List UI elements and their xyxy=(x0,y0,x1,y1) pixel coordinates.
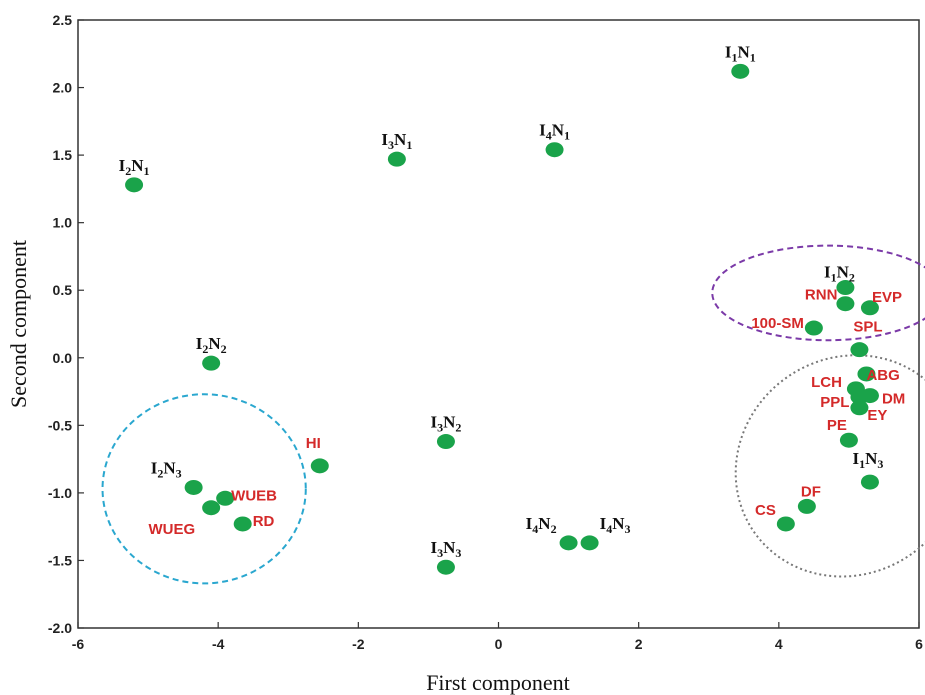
variable-point xyxy=(216,490,235,506)
y-tick-label: 2.0 xyxy=(53,80,73,96)
y-tick-label: 2.5 xyxy=(53,12,73,28)
treatment-label: I4N1 xyxy=(539,121,570,143)
grouping-ellipses xyxy=(101,244,925,585)
variable-label: EVP xyxy=(872,289,902,306)
x-tick-label: 6 xyxy=(915,636,923,652)
treatment-label: I1N3 xyxy=(852,449,883,471)
treatment-point xyxy=(580,535,599,551)
variable-point xyxy=(804,320,823,336)
variable-point xyxy=(202,500,221,516)
variable-point xyxy=(233,516,252,532)
treatment-label: I2N2 xyxy=(196,334,227,356)
x-tick-label: -4 xyxy=(212,636,225,652)
variable-label: HI xyxy=(306,435,321,452)
variable-point xyxy=(850,400,869,416)
variable-point xyxy=(857,366,876,382)
treatment-point xyxy=(436,434,455,450)
treatment-point xyxy=(731,63,750,79)
treatment-point xyxy=(436,559,455,575)
variable-label: WUEG xyxy=(148,521,195,538)
y-tick-label: 0.5 xyxy=(53,282,73,298)
y-tick-label: -2.0 xyxy=(48,620,72,636)
variable-label: CS xyxy=(755,502,776,519)
x-axis-title: First component xyxy=(426,670,570,695)
variable-point xyxy=(836,296,855,312)
treatment-label: I1N2 xyxy=(824,263,855,285)
treatment-label: I4N3 xyxy=(600,514,631,536)
x-tick-label: -2 xyxy=(352,636,365,652)
axis-ticks: -6 -4 -2 0 2 4 6 2.5 2.0 1.5 1.0 0.5 0.0 -0.5 -1.0 -1.5… xyxy=(48,12,923,652)
treatment-point xyxy=(387,151,406,167)
y-axis-title: Second component xyxy=(6,240,31,408)
treatment-point xyxy=(545,142,564,158)
variable-label: LCH xyxy=(811,374,842,391)
variable-label: SPL xyxy=(853,319,882,336)
y-tick-label: 1.5 xyxy=(53,147,73,163)
data-points xyxy=(125,63,879,575)
treatment-point xyxy=(125,177,144,193)
variable-point xyxy=(776,516,795,532)
treatment-point xyxy=(836,280,855,296)
x-tick-label: 0 xyxy=(495,636,503,652)
variable-label: EY xyxy=(867,407,887,424)
y-tick-label: 1.0 xyxy=(53,215,73,231)
variable-label: WUEB xyxy=(231,487,277,504)
treatment-label: I3N3 xyxy=(430,538,461,560)
variable-label: RD xyxy=(253,513,275,530)
group-ellipse xyxy=(734,354,925,578)
variable-label: DM xyxy=(882,391,905,408)
treatment-point xyxy=(184,479,203,495)
variable-point xyxy=(839,432,858,448)
treatment-point xyxy=(860,474,879,490)
group-ellipse xyxy=(711,244,925,342)
group-ellipse xyxy=(101,393,307,585)
variable-label: DF xyxy=(801,483,821,500)
variable-point xyxy=(797,498,816,514)
variable-point xyxy=(310,458,329,474)
treatment-label: I2N1 xyxy=(119,156,150,178)
treatment-label: I4N2 xyxy=(526,514,557,536)
y-tick-label: -1.5 xyxy=(48,552,72,568)
y-tick-label: -0.5 xyxy=(48,417,72,433)
treatment-label: I1N1 xyxy=(725,42,756,64)
treatment-label: I3N2 xyxy=(430,413,461,435)
variable-label: 100-SM xyxy=(751,315,804,332)
variable-point xyxy=(860,300,879,316)
variable-label: PE xyxy=(827,417,847,434)
y-tick-label: 0.0 xyxy=(53,350,73,366)
point-labels: RNN EVP 100-SM SPL ABG LCH DM PPL EY PE DF CS HI WUEB… xyxy=(119,42,906,560)
treatment-label: I2N3 xyxy=(151,458,182,480)
variable-label: RNN xyxy=(805,287,838,304)
treatment-point xyxy=(559,535,578,551)
x-tick-label: -6 xyxy=(72,636,85,652)
variable-point xyxy=(850,389,869,405)
x-tick-label: 2 xyxy=(635,636,643,652)
variable-label: PPL xyxy=(820,394,849,411)
treatment-label: I3N1 xyxy=(381,130,412,152)
y-tick-label: -1.0 xyxy=(48,485,72,501)
variable-point xyxy=(850,342,869,358)
variable-label: ABG xyxy=(866,367,899,384)
x-tick-label: 4 xyxy=(775,636,783,652)
treatment-point xyxy=(202,355,221,371)
